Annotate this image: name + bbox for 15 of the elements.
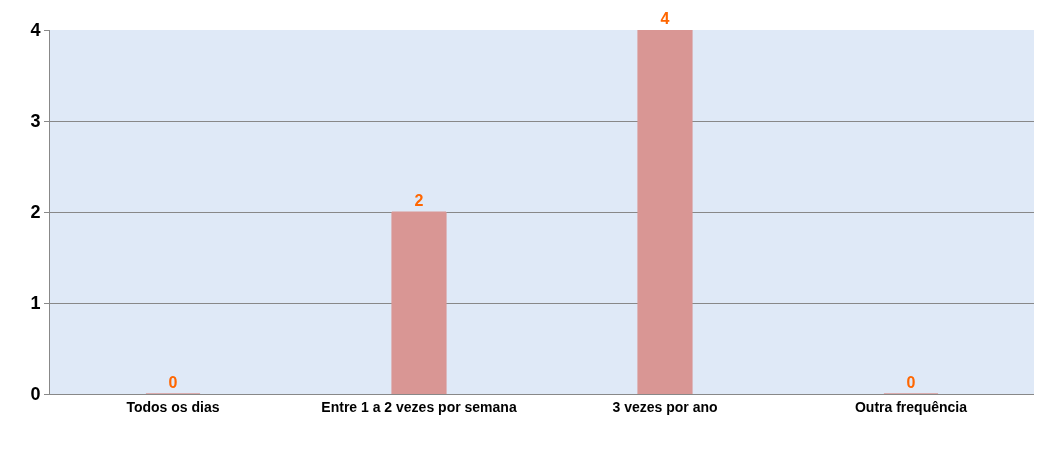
data-label: 0 <box>168 374 178 391</box>
x-tick-label: 3 vezes por ano <box>612 398 718 415</box>
x-tick-label: Entre 1 a 2 vezes por semana <box>321 398 517 415</box>
y-tick-label: 0 <box>30 384 41 405</box>
data-label: 0 <box>906 374 916 391</box>
y-tick-label: 2 <box>30 202 41 223</box>
y-tick-label: 4 <box>30 20 41 41</box>
data-label: 2 <box>414 192 424 209</box>
y-tick-label: 1 <box>30 293 41 314</box>
x-tick-label: Outra frequência <box>854 398 968 415</box>
x-tick-label: Todos os dias <box>126 398 220 415</box>
bar <box>637 30 693 394</box>
y-tick-label: 3 <box>30 111 41 132</box>
data-label: 4 <box>660 10 670 27</box>
bar <box>391 211 447 394</box>
